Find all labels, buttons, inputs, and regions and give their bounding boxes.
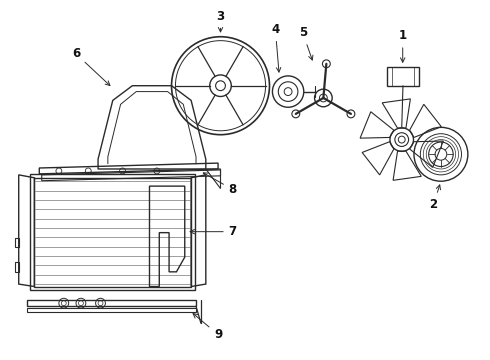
Text: 9: 9 [193,314,222,341]
Text: 5: 5 [299,26,313,60]
Text: 4: 4 [271,23,281,72]
Text: 2: 2 [430,185,441,211]
Text: 3: 3 [217,10,224,32]
Text: 1: 1 [399,29,407,62]
Text: 7: 7 [190,225,237,238]
Text: 8: 8 [203,173,237,196]
Text: 6: 6 [72,48,110,86]
